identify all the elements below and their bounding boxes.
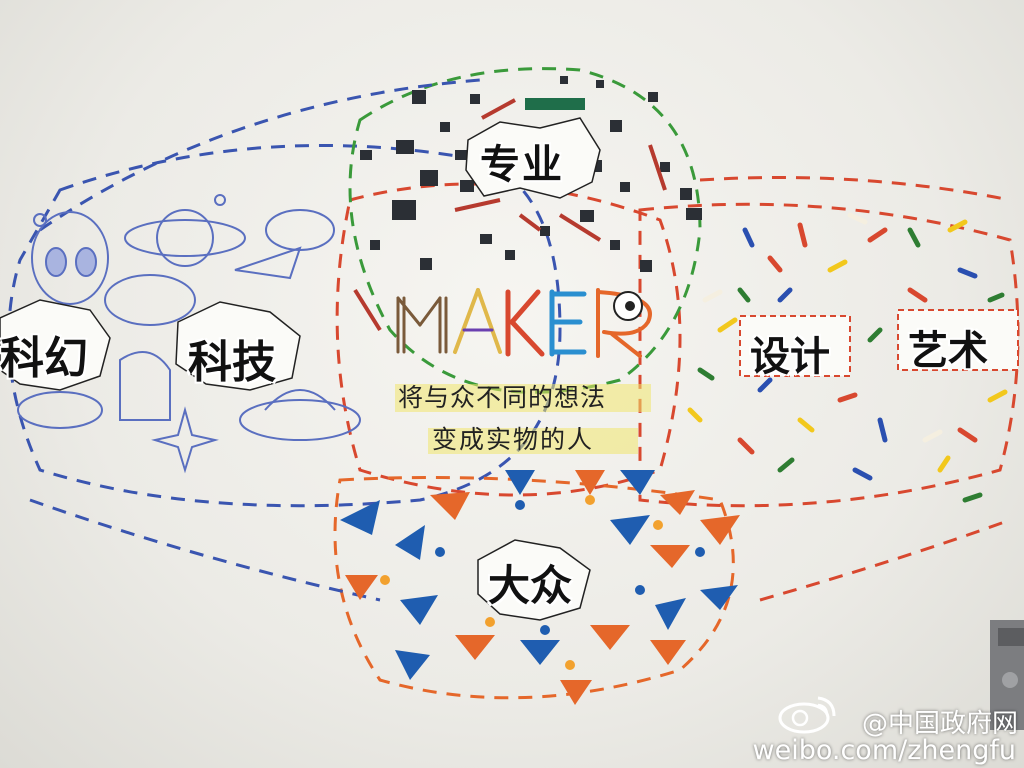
equipment-corner [990, 620, 1024, 730]
label-technology: 科技 [188, 337, 276, 388]
planet-ring-doodle [124, 219, 246, 257]
definition-highlight-1 [395, 384, 651, 412]
keji-burst [175, 301, 301, 391]
definition-line-2: 变成实物的人 [432, 425, 595, 454]
cloud-doodle [104, 274, 196, 326]
robot-doodle [119, 351, 171, 421]
zhuanye-burst [465, 117, 601, 199]
maker-logo [396, 288, 652, 358]
definition-line-1: 将与众不同的想法 [398, 383, 607, 412]
kehuan-burst [0, 299, 111, 391]
sci-fi-doodles [17, 194, 361, 474]
label-professional: 专业 [480, 142, 564, 188]
label-art: 艺术 [908, 328, 988, 374]
label-sci-fi: 科幻 [0, 333, 88, 384]
definition-highlight-2 [428, 428, 638, 454]
ufo-doodle [239, 399, 361, 441]
label-design: 设计 [750, 334, 830, 380]
outer-left-outline [29, 78, 481, 602]
people-figures [340, 470, 740, 705]
star-doodle [151, 406, 219, 474]
dazhong-burst [477, 539, 591, 621]
public-region-outline [333, 476, 735, 700]
sheji-box [739, 315, 851, 377]
watermark-account: @中国政府网 [861, 709, 1018, 739]
professional-region-outline [348, 67, 702, 394]
label-public: 大众 [488, 561, 573, 610]
rocket-doodle [234, 246, 302, 280]
design-region-outline [638, 202, 1020, 508]
confetti [687, 212, 1008, 503]
watermark-url: weibo.com/zhengfu [752, 735, 1017, 766]
electronic-components [353, 76, 702, 332]
alien-head-doodle [31, 211, 109, 305]
yishu-box [897, 309, 1019, 371]
outer-right-outline [699, 176, 1011, 602]
weibo-logo-icon [778, 696, 836, 734]
